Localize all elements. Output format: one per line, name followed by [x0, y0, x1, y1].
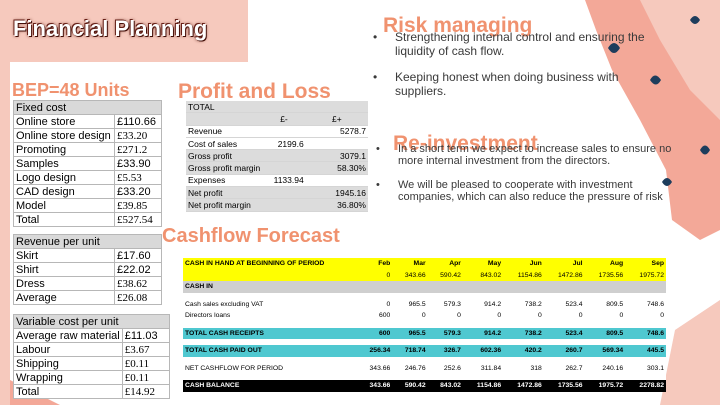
bullet-icon: •: [373, 30, 378, 44]
table-row: Cost of sales 2199.6: [186, 137, 368, 151]
table-row: Dress £38.62: [13, 276, 162, 291]
right-blob-light: [640, 0, 720, 120]
table-row: Cash sales excluding VAT 0 965.5 579.3 914.…: [185, 300, 664, 308]
table-row: TOTAL CASH PAID OUT 256.34 718.74 326.7 602…: [183, 345, 666, 357]
table-row: CASH IN: [183, 281, 666, 293]
column-header-plus: £+: [305, 112, 368, 126]
table-row: Promoting £271.2: [13, 142, 162, 157]
table-row: CAD design £33.20: [13, 184, 162, 199]
table-row: Gross profit margin 58.30%: [186, 161, 368, 175]
table-row: Total £14.92: [13, 384, 170, 399]
list-item: • Keeping honest when doing business with…: [373, 70, 619, 98]
page-title: Financial Planning: [13, 16, 208, 41]
risk-managing-heading: Risk managing: [383, 14, 533, 37]
bullet-icon: •: [376, 179, 380, 191]
list-item: • Strengthening internal control and ensu…: [373, 30, 645, 58]
revenue-table: Revenue per unit Skirt £17.60 Shirt £22.02…: [13, 234, 162, 305]
bullet-icon: •: [373, 70, 378, 84]
table-row: Logo design £5.53: [13, 170, 162, 185]
table-row: Shirt £22.02: [13, 262, 162, 277]
cashflow-heading: Cashflow Forecast: [162, 225, 340, 247]
fixed-cost-table: Fixed cost Online store £110.66 Online st…: [13, 100, 162, 227]
table-row: TOTAL CASH RECEIPTS 600 965.5 579.3 914.2 73…: [183, 327, 666, 339]
list-item: • We will be pleased to cooperate with in…: [376, 179, 663, 203]
table-row: Online store design £33.20: [13, 128, 162, 143]
bullet-icon: •: [376, 143, 380, 155]
column-header-minus: £-: [262, 112, 306, 126]
table-header: Fixed cost: [13, 100, 162, 115]
table-row: Total £527.54: [13, 212, 162, 227]
table-row: Skirt £17.60: [13, 248, 162, 263]
reinvestment-bullet-list: • In a short term we expect to increase s…: [376, 143, 686, 215]
title-banner-shape: [0, 0, 248, 62]
dark-leaf-5: [662, 178, 672, 186]
table-row: Directors loans 600 0 0 0 0 0 0 0: [185, 312, 664, 320]
dark-leaf-3: [690, 16, 700, 24]
variable-cost-table: Variable cost per unit Average raw mater…: [13, 314, 170, 399]
table-header: Revenue per unit: [13, 234, 162, 249]
profit-loss-heading: Profit and Loss: [178, 80, 331, 103]
bottom-right-shape: [660, 300, 720, 405]
list-item: • In a short term we expect to increase s…: [376, 143, 672, 167]
table-row: Wrapping £0.11: [13, 370, 170, 385]
dark-leaf-2: [650, 75, 661, 85]
risk-bullet-list: • Strengthening internal control and ensu…: [373, 30, 673, 110]
table-row: Gross profit 3079.1: [186, 149, 368, 163]
table-row: Average £26.08: [13, 290, 162, 305]
table-row: Average raw material £11.03: [13, 328, 170, 343]
dark-leaf-4: [700, 145, 710, 155]
reinvestment-heading: Re-investment: [393, 132, 538, 155]
table-row: Online store £110.66: [13, 114, 162, 129]
table-row: Samples £33.90: [13, 156, 162, 171]
table-header: Variable cost per unit: [13, 314, 170, 329]
table-header: TOTAL: [186, 101, 263, 114]
cashflow-header-row: CASH IN HAND AT BEGINNING OF PERIOD Feb M…: [183, 258, 666, 270]
dark-leaf-1: [608, 43, 620, 53]
table-row: NET CASHFLOW FOR PERIOD 343.66 246.76 252.…: [185, 364, 664, 372]
left-edge-shape: [0, 62, 10, 405]
table-row: 0 343.66 590.42 843.02 1154.86 1472.86 1735.56…: [183, 269, 666, 281]
cashflow-table: CASH IN HAND AT BEGINNING OF PERIOD Feb M…: [183, 258, 666, 392]
table-row: Expenses 1133.94: [186, 174, 368, 188]
table-row: Model £39.85: [13, 198, 162, 213]
table-row: Net profit margin 36.80%: [186, 198, 368, 212]
table-row: Net profit 1945.16: [186, 186, 368, 200]
table-row: Revenue 5278.7: [186, 125, 368, 138]
table-row: Labour £3.67: [13, 342, 170, 357]
bep-heading: BEP=48 Units: [12, 80, 130, 100]
profit-loss-table: TOTAL £- £+ Revenue 5278.7 Cost of sales 21…: [186, 101, 368, 212]
table-row: Shipping £0.11: [13, 356, 170, 371]
table-row: CASH BALANCE 343.66 590.42 843.02 1154.86 14…: [183, 380, 666, 392]
